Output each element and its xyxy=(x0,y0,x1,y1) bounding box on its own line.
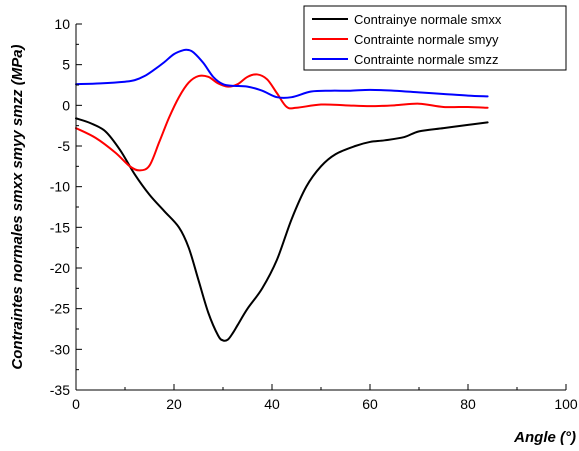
legend-label-1: Contrainye normale smxx xyxy=(354,12,502,27)
y-tick-label: -30 xyxy=(50,341,70,357)
x-tick-label: 60 xyxy=(362,396,378,412)
y-tick-label: -15 xyxy=(50,219,70,235)
series-line-1 xyxy=(75,117,489,342)
y-tick-label: -10 xyxy=(50,179,70,195)
y-tick-label: 10 xyxy=(54,16,70,32)
series-line-3 xyxy=(75,48,489,99)
legend-label-2: Contrainte normale smyy xyxy=(354,32,499,47)
x-tick-label: 100 xyxy=(554,396,578,412)
y-tick-label: 0 xyxy=(62,97,70,113)
y-axis-title-group: Contraintes normales smxx smyy smzz (MPa… xyxy=(9,44,26,369)
y-axis-title: Contraintes normales smxx smyy smzz (MPa… xyxy=(9,44,26,369)
legend-items: Contrainye normale smxx Contrainte normal… xyxy=(312,12,502,67)
y-tick-label: -20 xyxy=(50,260,70,276)
y-tick-label: -5 xyxy=(58,138,71,154)
y-tick-label: -35 xyxy=(50,382,70,398)
y-tick-label: 5 xyxy=(62,57,70,73)
series-line-2 xyxy=(75,73,489,172)
legend: Contrainye normale smxx Contrainte normal… xyxy=(303,5,567,71)
legend-label-3: Contrainte normale smzz xyxy=(354,52,499,67)
x-tick-label: 80 xyxy=(460,396,476,412)
y-tick-label: -25 xyxy=(50,301,70,317)
x-tick-label: 0 xyxy=(72,396,80,412)
series-lines xyxy=(75,48,489,342)
x-tick-label: 20 xyxy=(166,396,182,412)
x-axis-title: Angle (°) xyxy=(513,429,576,446)
x-tick-label: 40 xyxy=(264,396,280,412)
